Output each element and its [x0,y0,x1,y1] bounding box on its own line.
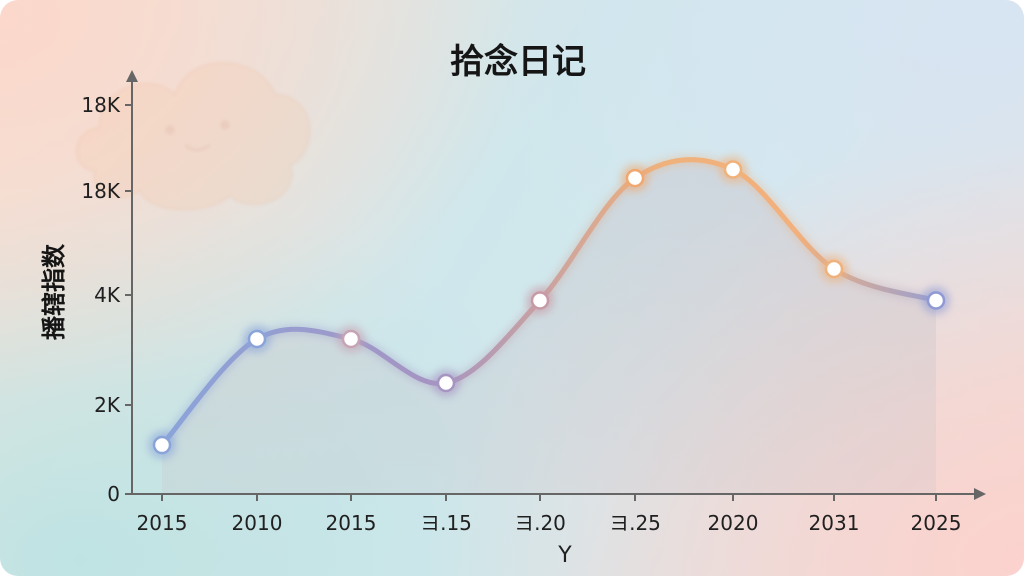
x-tick-label: ヨ.15 [420,511,472,535]
data-points [148,155,950,460]
y-tick-label: 4K [94,283,121,307]
x-axis-label: Y [557,543,572,568]
y-axis-arrow-icon [126,70,138,82]
axes [126,70,986,500]
data-point[interactable] [824,259,844,279]
y-axis-label: 播辖指数 [40,243,68,340]
data-point[interactable] [436,373,456,393]
data-point[interactable] [723,160,743,179]
y-tick-label: 0 [107,482,120,506]
x-tick-label: 2025 [911,511,962,535]
data-point[interactable] [926,291,946,310]
y-tick-label: 2K [94,393,121,417]
x-tick-label: 2031 [809,511,860,535]
x-tick-label: ヨ.25 [609,511,661,535]
x-tick-label: 2015 [137,511,188,535]
x-tick-label: 2010 [232,511,283,535]
x-tick-label: ヨ.20 [514,511,566,535]
data-point[interactable] [530,291,550,310]
data-point[interactable] [625,168,645,188]
x-axis-arrow-icon [974,488,986,500]
series-area [162,159,936,495]
chart-title: 拾念日记 [450,42,586,82]
cloud-watermark-icon [75,62,311,211]
data-point[interactable] [152,435,172,455]
x-tick-label: 2015 [326,511,377,535]
y-tick-label: 18K [81,93,120,117]
y-ticks: 0 2K 4K 18K 18K [81,93,132,506]
x-ticks: 2015 2010 2015 ヨ.15 ヨ.20 ヨ.25 2020 2031 2025 [137,494,962,535]
y-tick-label: 18K [81,179,120,203]
x-tick-label: 2020 [708,511,759,535]
data-point[interactable] [341,329,361,349]
data-point[interactable] [247,329,267,349]
area-fill [162,159,936,495]
